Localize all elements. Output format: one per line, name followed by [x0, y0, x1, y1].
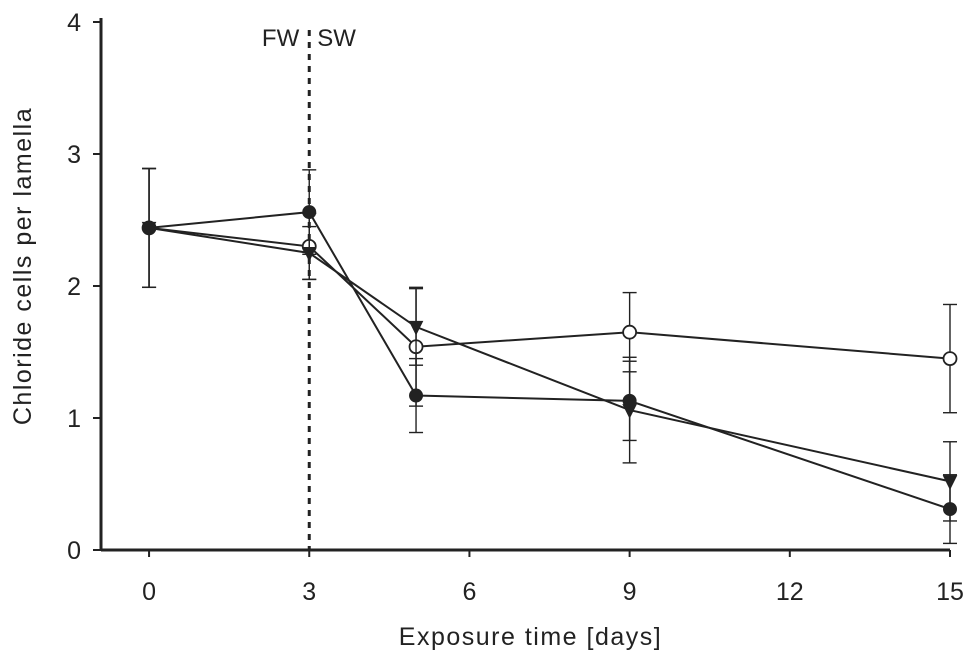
- x-ticks: 0 3 6 9 12 15: [142, 550, 964, 606]
- y-tick-label: 4: [67, 9, 81, 37]
- series-line: [148, 211, 951, 511]
- y-ticks: 0 1 2 3 4: [67, 9, 101, 565]
- fw-label: FW: [262, 25, 300, 52]
- x-tick-label: 15: [936, 578, 964, 606]
- x-tick-label: 9: [623, 578, 637, 606]
- y-tick-label: 3: [67, 141, 81, 169]
- data-point: [942, 351, 958, 367]
- y-tick-label: 1: [67, 405, 81, 433]
- x-tick-label: 3: [302, 578, 316, 606]
- x-axis-label: Exposure time [days]: [399, 623, 662, 651]
- x-tick-label: 0: [142, 578, 156, 606]
- data-point: [408, 320, 424, 336]
- data-point: [622, 404, 637, 419]
- series-open-circle: [141, 167, 958, 414]
- data-point: [302, 205, 317, 220]
- y-tick-label: 0: [67, 537, 81, 565]
- data-point: [301, 247, 317, 262]
- sw-label: SW: [317, 25, 356, 52]
- data-point: [409, 388, 424, 403]
- y-axis-label: Chloride cells per lamella: [9, 107, 37, 425]
- series-filled-triangle-down: [141, 167, 958, 522]
- data-point: [942, 475, 958, 490]
- y-tick-label: 2: [67, 273, 81, 301]
- series-filled-circle: [142, 167, 957, 545]
- x-tick-label: 12: [776, 578, 804, 606]
- x-tick-label: 6: [462, 578, 476, 606]
- series-line: [148, 226, 951, 483]
- data-point: [141, 221, 157, 237]
- series-layer: [141, 167, 958, 545]
- data-point: [622, 324, 638, 340]
